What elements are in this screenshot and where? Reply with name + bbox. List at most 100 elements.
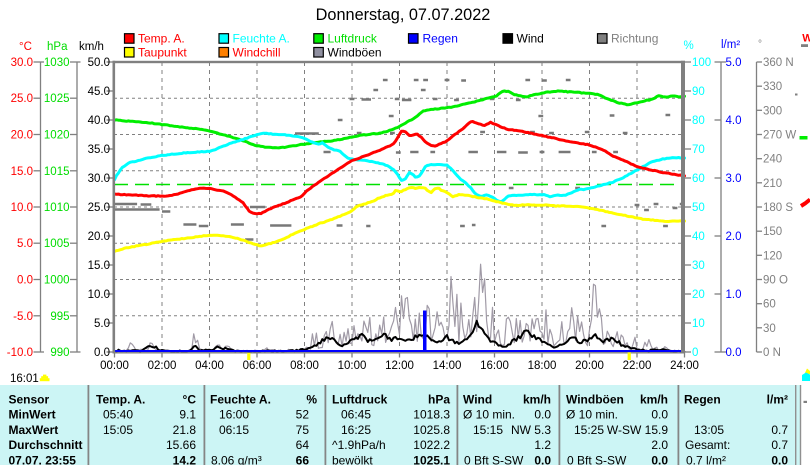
svg-text:150: 150 bbox=[763, 226, 782, 238]
svg-text:10.0: 10.0 bbox=[88, 289, 110, 301]
svg-text:Temp. A.: Temp. A. bbox=[138, 32, 185, 46]
svg-text:0.0: 0.0 bbox=[17, 275, 33, 287]
svg-text:20.0: 20.0 bbox=[11, 130, 33, 142]
svg-text:Windchill: Windchill bbox=[233, 45, 281, 59]
svg-text:06:00: 06:00 bbox=[243, 360, 272, 372]
svg-text:210: 210 bbox=[763, 178, 782, 190]
svg-text:20: 20 bbox=[692, 289, 705, 301]
svg-text:0.0: 0.0 bbox=[651, 453, 668, 465]
svg-text:20.0: 20.0 bbox=[88, 231, 110, 243]
svg-text:80: 80 bbox=[692, 115, 705, 127]
svg-text:1015: 1015 bbox=[44, 166, 70, 178]
svg-text:05:40: 05:40 bbox=[103, 408, 133, 422]
svg-text:NW 5.3: NW 5.3 bbox=[511, 423, 551, 437]
svg-text:°C: °C bbox=[19, 41, 32, 53]
svg-text:0 Bft S-SW: 0 Bft S-SW bbox=[567, 453, 627, 465]
svg-text:°C: °C bbox=[183, 393, 197, 407]
svg-text:990: 990 bbox=[50, 347, 69, 359]
svg-text:07.07. 23:55: 07.07. 23:55 bbox=[9, 453, 77, 465]
svg-text:1020: 1020 bbox=[44, 130, 70, 142]
svg-text:Regen: Regen bbox=[684, 393, 721, 407]
svg-text:15.0: 15.0 bbox=[88, 260, 110, 272]
svg-text:%: % bbox=[684, 40, 694, 52]
svg-text:2.0: 2.0 bbox=[651, 438, 668, 452]
svg-text:10.0: 10.0 bbox=[11, 202, 33, 214]
svg-text:0.0: 0.0 bbox=[651, 408, 668, 422]
svg-text:Ø 10 min.: Ø 10 min. bbox=[463, 408, 515, 422]
svg-text:1000: 1000 bbox=[44, 275, 70, 287]
svg-text:5.0: 5.0 bbox=[726, 57, 742, 69]
svg-text:100: 100 bbox=[692, 57, 711, 69]
svg-text:Windböen: Windböen bbox=[566, 393, 624, 407]
svg-text:14:00: 14:00 bbox=[433, 360, 462, 372]
svg-text:MinWert: MinWert bbox=[9, 408, 56, 422]
svg-text:1.0: 1.0 bbox=[726, 289, 742, 301]
svg-text:Ø 10 min.: Ø 10 min. bbox=[566, 408, 618, 422]
svg-text:15.0: 15.0 bbox=[11, 166, 33, 178]
svg-text:16:01: 16:01 bbox=[10, 373, 39, 385]
svg-text:W: W bbox=[802, 33, 810, 45]
svg-text:Feuchte A.: Feuchte A. bbox=[210, 393, 271, 407]
svg-text:16:00: 16:00 bbox=[480, 360, 509, 372]
svg-text:330: 330 bbox=[763, 81, 782, 93]
svg-text:360 N: 360 N bbox=[763, 57, 794, 69]
svg-text:60: 60 bbox=[763, 299, 776, 311]
svg-text:08:00: 08:00 bbox=[290, 360, 319, 372]
svg-text:Temp. A.: Temp. A. bbox=[96, 393, 145, 407]
svg-text:30: 30 bbox=[763, 323, 776, 335]
svg-text:180 S: 180 S bbox=[763, 202, 793, 214]
svg-text:%: % bbox=[306, 393, 317, 407]
svg-text:1018.3: 1018.3 bbox=[413, 408, 450, 422]
svg-text:Luftdruck: Luftdruck bbox=[328, 32, 378, 46]
svg-text:40.0: 40.0 bbox=[88, 115, 110, 127]
svg-text:0 Bft S-SW: 0 Bft S-SW bbox=[464, 453, 524, 465]
svg-text:1005: 1005 bbox=[44, 238, 70, 250]
svg-text:1022.2: 1022.2 bbox=[413, 438, 450, 452]
svg-text:km/h: km/h bbox=[523, 393, 551, 407]
svg-text:1.2: 1.2 bbox=[534, 438, 551, 452]
svg-text:Regen: Regen bbox=[423, 32, 458, 46]
svg-text:25.0: 25.0 bbox=[88, 202, 110, 214]
svg-text:18:00: 18:00 bbox=[528, 360, 557, 372]
svg-text:04:00: 04:00 bbox=[195, 360, 224, 372]
svg-text:8.06 g/m³: 8.06 g/m³ bbox=[211, 453, 262, 465]
svg-text:^1.9hPa/h: ^1.9hPa/h bbox=[332, 438, 386, 452]
svg-text:9.1: 9.1 bbox=[179, 408, 196, 422]
svg-text:06:45: 06:45 bbox=[341, 408, 371, 422]
svg-text:50: 50 bbox=[692, 202, 705, 214]
svg-text:50.0: 50.0 bbox=[88, 57, 110, 69]
svg-text:60: 60 bbox=[692, 173, 705, 185]
svg-text:-5.0: -5.0 bbox=[13, 311, 33, 323]
svg-text:10:00: 10:00 bbox=[338, 360, 367, 372]
svg-text:km/h: km/h bbox=[640, 393, 668, 407]
svg-text:bewölkt: bewölkt bbox=[332, 453, 373, 465]
svg-text:Feuchte A.: Feuchte A. bbox=[233, 32, 290, 46]
svg-text:3.0: 3.0 bbox=[726, 173, 742, 185]
svg-text:hPa: hPa bbox=[47, 41, 68, 53]
svg-text:l/m²: l/m² bbox=[767, 393, 788, 407]
svg-text:13:05: 13:05 bbox=[694, 423, 724, 437]
svg-text:Durchschnitt: Durchschnitt bbox=[9, 438, 83, 452]
svg-text:1030: 1030 bbox=[44, 57, 70, 69]
svg-text:15.66: 15.66 bbox=[166, 438, 196, 452]
svg-text:Wind: Wind bbox=[463, 393, 492, 407]
svg-text:Taupunkt: Taupunkt bbox=[138, 45, 187, 59]
svg-text:270 W: 270 W bbox=[763, 130, 796, 142]
svg-text:120: 120 bbox=[763, 250, 782, 262]
svg-text:0.0: 0.0 bbox=[534, 453, 551, 465]
svg-text:0.0: 0.0 bbox=[771, 453, 788, 465]
svg-text:5.0: 5.0 bbox=[94, 318, 110, 330]
svg-text:45.0: 45.0 bbox=[88, 86, 110, 98]
svg-text:0.0: 0.0 bbox=[94, 347, 110, 359]
svg-text:15:05: 15:05 bbox=[103, 423, 133, 437]
svg-text:300: 300 bbox=[763, 105, 782, 117]
svg-text:90 O: 90 O bbox=[763, 275, 788, 287]
svg-text:24:00: 24:00 bbox=[670, 360, 699, 372]
svg-text:20:00: 20:00 bbox=[575, 360, 604, 372]
svg-text:64: 64 bbox=[296, 438, 310, 452]
svg-text:Windböen: Windböen bbox=[328, 45, 382, 59]
svg-text:35.0: 35.0 bbox=[88, 144, 110, 156]
svg-text:2.0: 2.0 bbox=[726, 231, 742, 243]
svg-text:995: 995 bbox=[50, 311, 69, 323]
svg-text:hPa: hPa bbox=[428, 393, 450, 407]
